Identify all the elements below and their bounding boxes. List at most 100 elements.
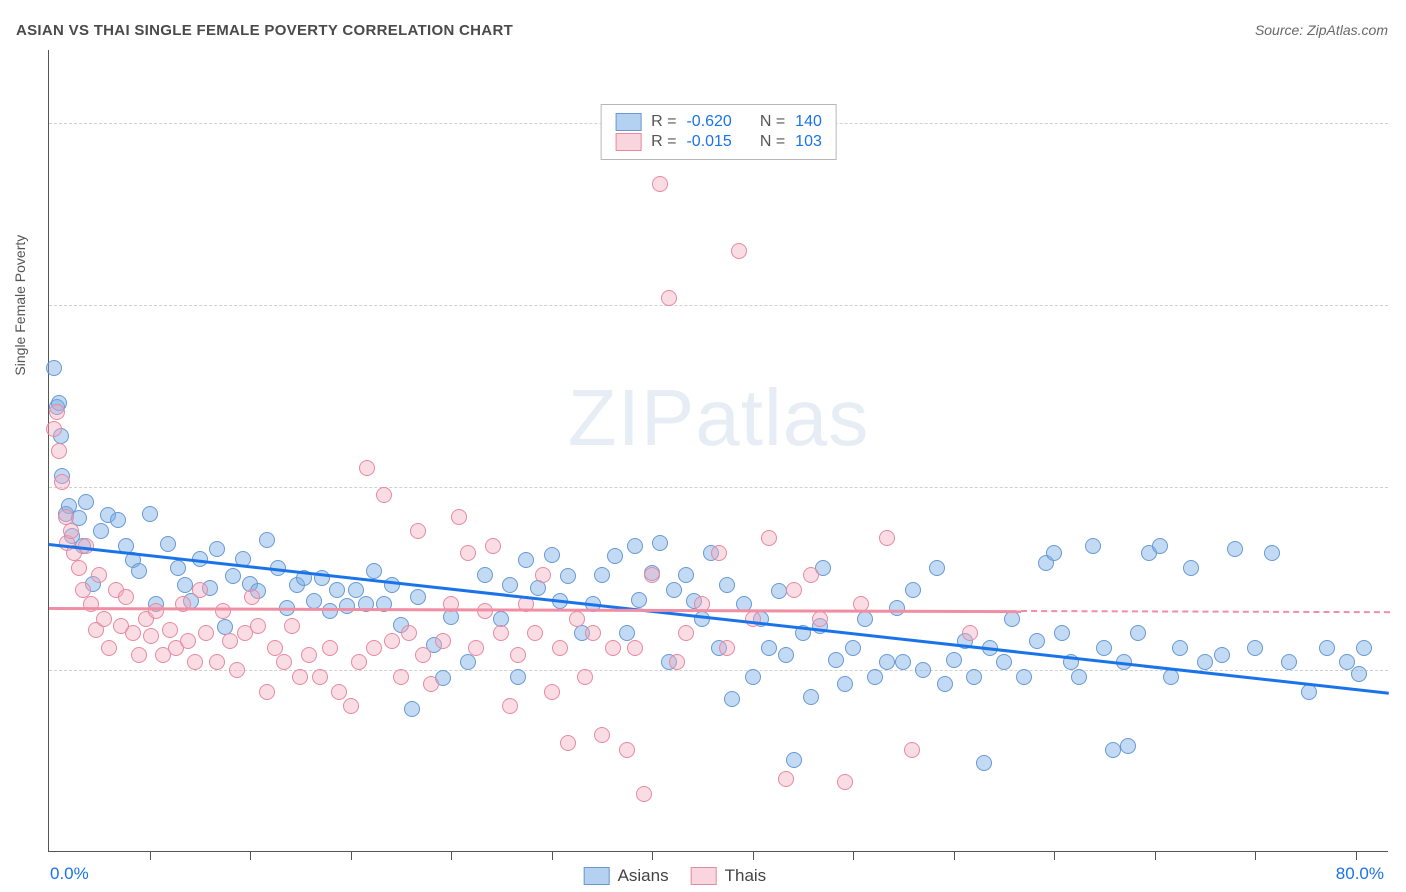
data-point (812, 611, 828, 627)
data-point (761, 640, 777, 656)
data-point (879, 530, 895, 546)
data-point (544, 684, 560, 700)
data-point (209, 541, 225, 557)
chart-title: ASIAN VS THAI SINGLE FEMALE POVERTY CORR… (16, 22, 513, 39)
data-point (46, 421, 62, 437)
data-point (962, 625, 978, 641)
data-point (1172, 640, 1188, 656)
data-point (331, 684, 347, 700)
data-point (477, 603, 493, 619)
data-point (1029, 633, 1045, 649)
data-point (301, 647, 317, 663)
data-point (661, 290, 677, 306)
data-point (837, 676, 853, 692)
data-point (451, 509, 467, 525)
data-point (976, 755, 992, 771)
data-point (292, 669, 308, 685)
data-point (619, 625, 635, 641)
data-point (83, 596, 99, 612)
data-point (895, 654, 911, 670)
data-point (322, 603, 338, 619)
data-point (162, 622, 178, 638)
data-point (627, 640, 643, 656)
data-point (160, 536, 176, 552)
data-point (724, 691, 740, 707)
data-point (54, 474, 70, 490)
data-point (110, 512, 126, 528)
data-point (837, 774, 853, 790)
data-point (276, 654, 292, 670)
data-point (828, 652, 844, 668)
data-point (125, 625, 141, 641)
data-point (180, 633, 196, 649)
swatch-icon (584, 867, 610, 885)
data-point (731, 243, 747, 259)
x-tick (954, 852, 955, 860)
data-point (889, 600, 905, 616)
data-point (460, 654, 476, 670)
data-point (786, 582, 802, 598)
stats-legend-box: R = -0.620 N = 140 R = -0.015 N = 103 (600, 104, 837, 160)
data-point (1054, 625, 1070, 641)
data-point (1319, 640, 1335, 656)
data-point (1152, 538, 1168, 554)
data-point (131, 647, 147, 663)
data-point (631, 592, 647, 608)
data-point (215, 603, 231, 619)
data-point (259, 684, 275, 700)
data-point (552, 640, 568, 656)
data-point (93, 523, 109, 539)
data-point (937, 676, 953, 692)
data-point (1351, 666, 1367, 682)
data-point (518, 552, 534, 568)
x-tick (1356, 852, 1357, 860)
data-point (560, 735, 576, 751)
data-point (101, 640, 117, 656)
data-point (577, 669, 593, 685)
data-point (1214, 647, 1230, 663)
x-tick (1255, 852, 1256, 860)
data-point (594, 567, 610, 583)
data-point (1046, 545, 1062, 561)
swatch-icon (615, 113, 641, 131)
data-point (619, 742, 635, 758)
data-point (678, 567, 694, 583)
data-point (502, 698, 518, 714)
data-point (1071, 669, 1087, 685)
data-point (867, 669, 883, 685)
data-point (376, 487, 392, 503)
data-point (401, 625, 417, 641)
data-point (410, 589, 426, 605)
y-axis-label: Single Female Poverty (12, 235, 28, 376)
legend-label: Asians (618, 866, 669, 886)
data-point (966, 669, 982, 685)
data-point (306, 593, 322, 609)
y-tick-label: 25.0% (1398, 478, 1406, 496)
data-point (929, 560, 945, 576)
data-point (339, 598, 355, 614)
stats-row-pink: R = -0.015 N = 103 (615, 133, 822, 151)
data-point (222, 633, 238, 649)
data-point (1356, 640, 1372, 656)
data-point (904, 742, 920, 758)
data-point (58, 509, 74, 525)
x-axis-max-label: 80.0% (1336, 864, 1384, 884)
watermark: ZIPatlas (568, 372, 869, 464)
data-point (322, 640, 338, 656)
data-point (415, 647, 431, 663)
x-tick (1155, 852, 1156, 860)
data-point (410, 523, 426, 539)
x-tick (552, 852, 553, 860)
data-point (544, 547, 560, 563)
data-point (1281, 654, 1297, 670)
data-point (329, 582, 345, 598)
data-point (527, 625, 543, 641)
source-attribution: Source: ZipAtlas.com (1255, 22, 1388, 38)
x-tick (351, 852, 352, 860)
data-point (996, 654, 1012, 670)
data-point (359, 460, 375, 476)
data-point (905, 582, 921, 598)
data-point (1197, 654, 1213, 670)
data-point (284, 618, 300, 634)
data-point (719, 640, 735, 656)
